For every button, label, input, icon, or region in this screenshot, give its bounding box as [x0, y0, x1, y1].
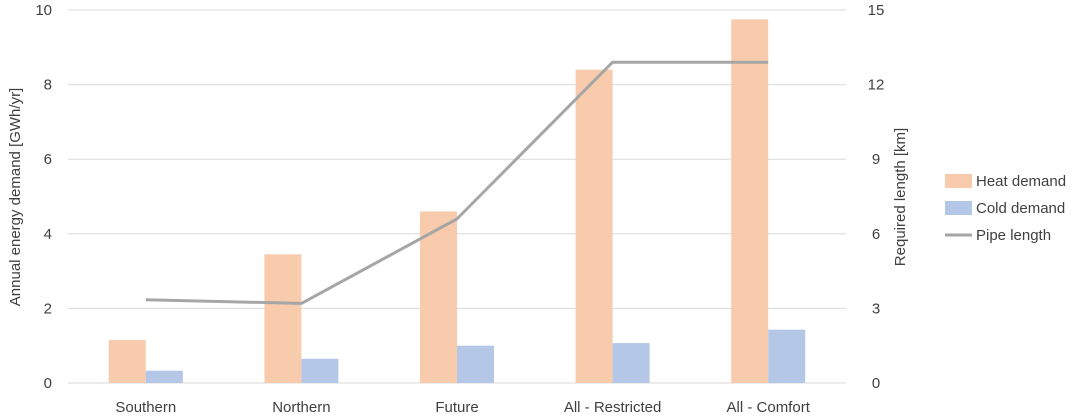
y2-tick-label: 0: [872, 375, 880, 392]
y2-tick-label: 9: [872, 151, 880, 168]
bar-cold-demand: [768, 329, 806, 383]
y-tick-label: 4: [44, 226, 52, 243]
y2-tick-label: 6: [872, 226, 880, 243]
bar-cold-demand: [457, 345, 494, 383]
y-axis-title: Annual energy demand [GWh/yr]: [7, 88, 24, 306]
bar-heat-demand: [575, 69, 613, 384]
bars: [108, 19, 806, 384]
y-tick-label: 0: [44, 375, 52, 392]
y-tick-label: 6: [44, 151, 52, 168]
line-pipe-length: [145, 60, 769, 305]
y-tick-label: 8: [44, 77, 52, 94]
bar-heat-demand: [108, 340, 146, 383]
bar-heat-demand: [264, 254, 302, 383]
bar-heat-demand: [420, 211, 457, 383]
x-tick-label: Northern: [272, 399, 330, 416]
bar-cold-demand: [145, 370, 183, 383]
bar-cold-demand: [612, 343, 650, 383]
x-tick-label: Southern: [115, 399, 176, 416]
x-tick-label: All - Restricted: [564, 399, 662, 416]
legend-label: Heat demand: [976, 173, 1066, 190]
left-axis-ticks: 0 2 4 6 8 10: [35, 2, 52, 392]
y2-tick-label: 12: [868, 77, 885, 94]
y-tick-label: 10: [35, 2, 52, 19]
y2-tick-label: 3: [872, 300, 880, 317]
right-axis-ticks: 0 3 6 9 12 15: [868, 2, 885, 392]
y2-tick-label: 15: [868, 2, 885, 19]
legend: Heat demand Cold demand Pipe length: [945, 173, 1066, 244]
category-axis-ticks: Southern Northern Future All - Restricted Al…: [115, 399, 810, 416]
pipe-length-line: [145, 60, 769, 305]
legend-label: Pipe length: [976, 227, 1051, 244]
y-tick-label: 2: [44, 300, 52, 317]
x-tick-label: All - Comfort: [727, 399, 811, 416]
x-tick-label: Future: [435, 399, 478, 416]
bar-heat-demand: [731, 19, 769, 383]
legend-label: Cold demand: [976, 200, 1065, 217]
y2-axis-title: Required length [km]: [892, 128, 909, 266]
bar-cold-demand: [301, 358, 339, 383]
legend-swatch: [945, 174, 972, 188]
legend-swatch: [945, 201, 972, 215]
